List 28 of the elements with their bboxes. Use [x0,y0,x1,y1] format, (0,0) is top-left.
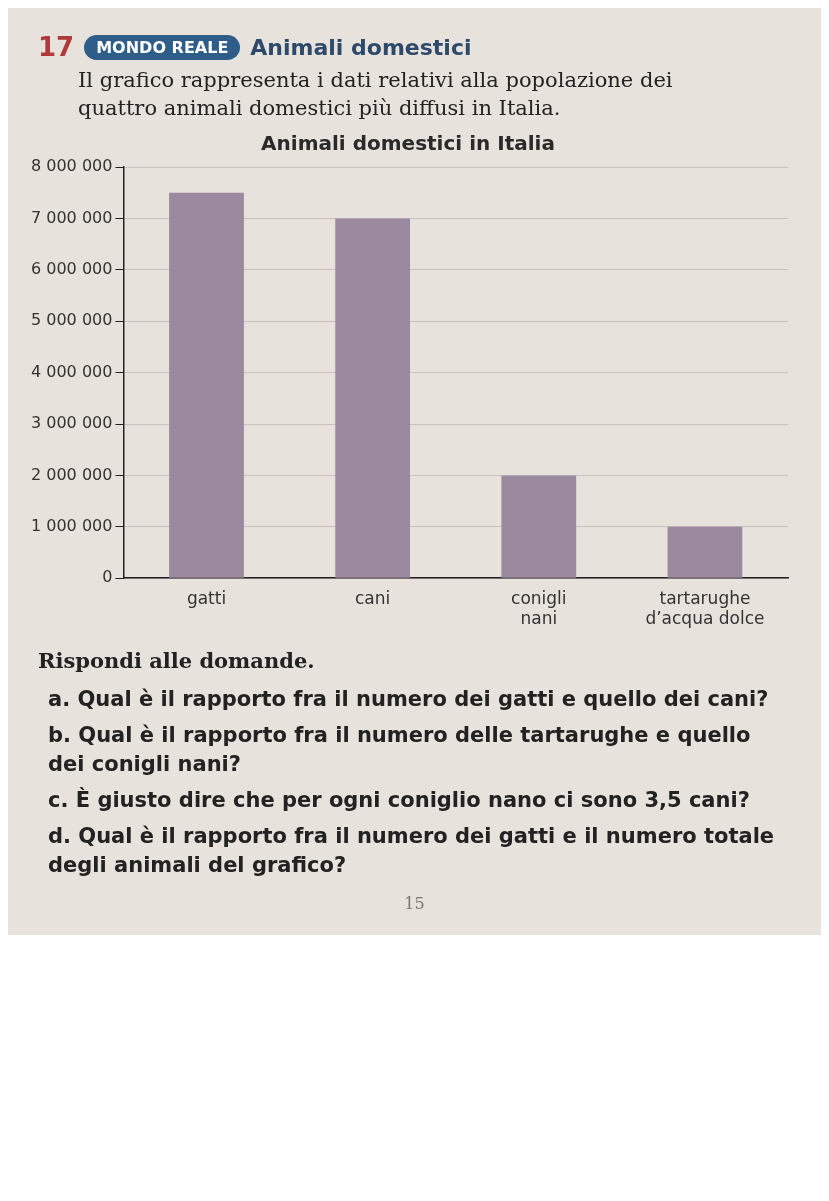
y-tick-label: 6 000 000 [30,258,113,278]
x-tick-label: cani [355,587,391,608]
bar [169,192,244,578]
text: MONDO REALE [84,34,241,60]
text: d. Qual è il rapporto fra il numero dei gatti e il numero totale degli animali del grafico? [47,823,776,879]
y-tick-label: 4 000 000 [30,361,113,381]
y-tick-label: 8 000 000 [30,155,113,175]
x-tick-label: tartarughe d’acqua dolce [645,587,765,628]
text: Animali domestici [250,34,472,60]
x-tick-label: conigli nani [511,587,567,628]
y-tick-label: 5 000 000 [30,310,113,330]
text: a. Qual è il rapporto fra il numero dei gatti e quello dei cani? [47,686,770,714]
y-tick-label: 2 000 000 [30,464,113,484]
text: Il grafico rappresenta i dati relativi alla popolazione dei quattro animali domestici più diffusi in Italia. [77,67,674,123]
text: c. È giusto dire che per ogni coniglio nano ci sono 3,5 cani? [47,786,751,815]
bar [667,526,743,578]
y-tick-label: 0 [102,567,113,587]
text: 17 [38,32,75,62]
chart-title: Animali domestici in Italia [261,130,555,155]
y-tick-label: 3 000 000 [30,412,113,432]
bar [501,475,577,578]
y-tick-label: 7 000 000 [30,207,113,227]
x-tick-label: gatti [186,587,227,608]
y-tick-label: 1 000 000 [30,515,113,535]
text: 15 [403,893,426,915]
text: Rispondi alle domande. [37,646,316,675]
text: b. Qual è il rapporto fra il numero delle tartarughe e quello dei conigli nani? [47,722,752,778]
bar [335,218,411,578]
